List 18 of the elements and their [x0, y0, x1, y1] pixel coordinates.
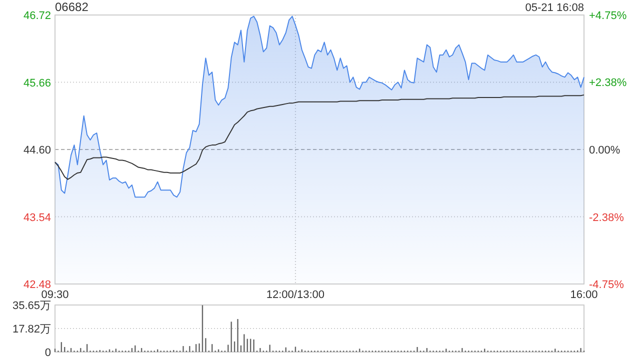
chart-title: 06682 [55, 0, 89, 14]
y-tick-label: 44.60 [23, 144, 51, 156]
y-tick-label: 35.65万 [12, 300, 51, 312]
y-tick-label: 43.54 [23, 212, 51, 224]
y2-tick-label: 0.00% [589, 144, 620, 156]
x-tick-label: 09:30 [41, 289, 69, 301]
y2-tick-label: -4.75% [589, 279, 624, 291]
text: 05-21 16:08 [525, 2, 584, 14]
y-tick-label: 17.82万 [12, 324, 51, 336]
y2-tick-label: +4.75% [589, 10, 627, 22]
y2-tick-label: -2.38% [589, 212, 624, 224]
y-tick-label: 42.48 [23, 279, 51, 291]
y-tick-label: 46.72 [23, 10, 51, 22]
y2-tick-label: +2.38% [589, 77, 627, 90]
x-tick-label: 16:00 [570, 289, 598, 301]
y-tick-label: 0 [44, 347, 51, 359]
x-tick-label: 12:00/13:00 [266, 289, 325, 301]
y-tick-label: 45.66 [23, 77, 51, 90]
